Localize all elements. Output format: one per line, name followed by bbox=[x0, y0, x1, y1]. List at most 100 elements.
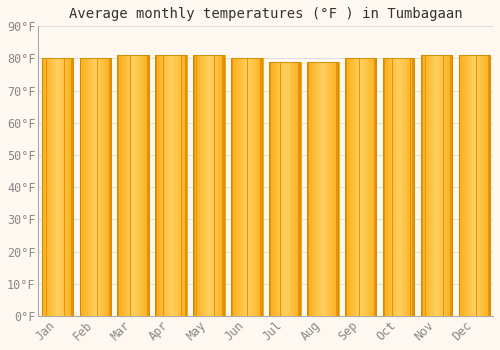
Bar bbox=[440, 55, 442, 316]
Bar bbox=[298, 62, 300, 316]
Bar bbox=[91, 58, 92, 316]
Bar bbox=[286, 62, 287, 316]
Bar bbox=[470, 55, 472, 316]
Bar bbox=[420, 55, 422, 316]
Bar bbox=[442, 55, 444, 316]
Bar bbox=[222, 55, 224, 316]
Bar bbox=[157, 55, 158, 316]
Bar bbox=[282, 62, 284, 316]
Bar bbox=[236, 58, 238, 316]
Bar bbox=[374, 58, 376, 316]
Bar bbox=[106, 58, 108, 316]
Bar bbox=[409, 58, 410, 316]
Bar bbox=[66, 58, 68, 316]
Bar bbox=[465, 55, 466, 316]
Bar bbox=[472, 55, 473, 316]
Bar bbox=[270, 62, 272, 316]
Bar bbox=[444, 55, 445, 316]
Bar bbox=[160, 55, 162, 316]
Bar bbox=[307, 62, 338, 316]
Bar bbox=[175, 55, 176, 316]
Bar bbox=[335, 62, 336, 316]
Bar bbox=[110, 58, 112, 316]
Bar bbox=[314, 62, 315, 316]
Bar bbox=[54, 58, 56, 316]
Bar bbox=[295, 62, 297, 316]
Bar bbox=[183, 55, 184, 316]
Bar bbox=[182, 55, 183, 316]
Bar bbox=[292, 62, 294, 316]
Bar bbox=[398, 58, 399, 316]
Bar bbox=[129, 55, 130, 316]
Bar bbox=[210, 55, 211, 316]
Bar bbox=[352, 58, 353, 316]
Bar bbox=[358, 58, 360, 316]
Bar bbox=[420, 55, 422, 316]
Bar bbox=[44, 58, 45, 316]
Bar bbox=[70, 58, 71, 316]
Bar bbox=[204, 55, 206, 316]
Bar bbox=[42, 58, 43, 316]
Bar bbox=[42, 58, 43, 316]
Bar bbox=[284, 62, 286, 316]
Bar bbox=[196, 55, 198, 316]
Bar bbox=[84, 58, 86, 316]
Bar bbox=[68, 58, 70, 316]
Bar bbox=[118, 55, 120, 316]
Bar bbox=[466, 55, 468, 316]
Bar bbox=[258, 58, 259, 316]
Bar bbox=[402, 58, 404, 316]
Bar bbox=[366, 58, 368, 316]
Bar bbox=[269, 62, 270, 316]
Bar bbox=[390, 58, 391, 316]
Bar bbox=[71, 58, 72, 316]
Bar bbox=[429, 55, 430, 316]
Bar bbox=[167, 55, 168, 316]
Bar bbox=[172, 55, 173, 316]
Bar bbox=[136, 55, 137, 316]
Bar bbox=[249, 58, 250, 316]
Bar bbox=[186, 55, 188, 316]
Bar bbox=[310, 62, 312, 316]
Bar bbox=[259, 58, 260, 316]
Bar bbox=[424, 55, 426, 316]
Bar bbox=[396, 58, 398, 316]
Bar bbox=[288, 62, 290, 316]
Bar bbox=[307, 62, 309, 316]
Bar bbox=[372, 58, 374, 316]
Bar bbox=[246, 58, 248, 316]
Bar bbox=[412, 58, 414, 316]
Bar bbox=[146, 55, 148, 316]
Bar bbox=[432, 55, 434, 316]
Bar bbox=[101, 58, 102, 316]
Bar bbox=[383, 58, 384, 316]
Bar bbox=[56, 58, 58, 316]
Bar bbox=[144, 55, 145, 316]
Bar bbox=[220, 55, 221, 316]
Bar bbox=[252, 58, 254, 316]
Bar bbox=[370, 58, 371, 316]
Bar bbox=[458, 55, 460, 316]
Title: Average monthly temperatures (°F ) in Tumbagaan: Average monthly temperatures (°F ) in Tu… bbox=[69, 7, 462, 21]
Bar bbox=[420, 55, 452, 316]
Bar bbox=[346, 58, 348, 316]
Bar bbox=[72, 58, 74, 316]
Bar bbox=[80, 58, 110, 316]
Bar bbox=[260, 58, 262, 316]
Bar bbox=[120, 55, 122, 316]
Bar bbox=[96, 58, 98, 316]
Bar bbox=[58, 58, 59, 316]
Bar bbox=[108, 58, 109, 316]
Bar bbox=[406, 58, 407, 316]
Bar bbox=[130, 55, 132, 316]
Bar bbox=[353, 58, 354, 316]
Bar bbox=[165, 55, 166, 316]
Bar bbox=[208, 55, 210, 316]
Bar bbox=[484, 55, 486, 316]
Bar bbox=[360, 58, 361, 316]
Bar bbox=[102, 58, 104, 316]
Bar bbox=[178, 55, 180, 316]
Bar bbox=[88, 58, 90, 316]
Bar bbox=[269, 62, 300, 316]
Bar bbox=[297, 62, 298, 316]
